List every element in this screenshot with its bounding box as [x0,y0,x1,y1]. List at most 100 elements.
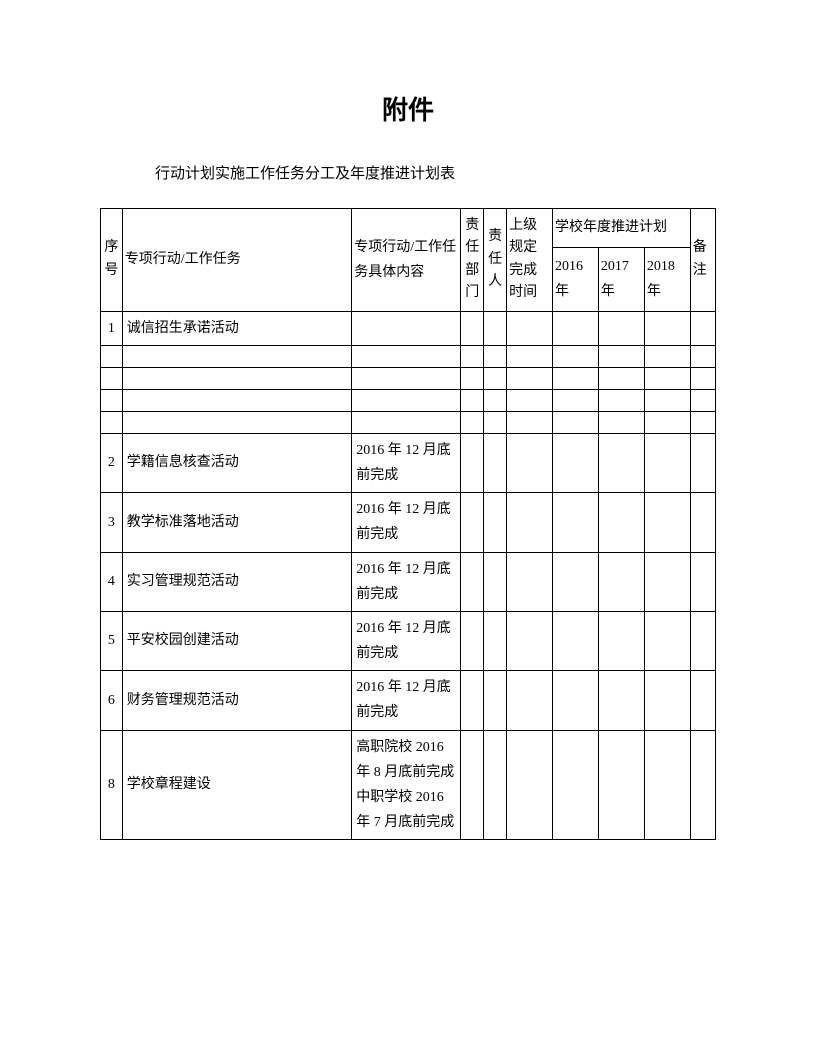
cell-year-2017 [598,433,644,492]
cell-dept [461,611,484,670]
cell-seq: 8 [101,730,123,840]
cell-person [484,367,507,389]
cell-time [507,389,553,411]
cell-detail [352,345,461,367]
cell-dept [461,367,484,389]
cell-task [122,345,351,367]
cell-seq [101,411,123,433]
cell-dept [461,311,484,345]
cell-time [507,345,553,367]
cell-year-2018 [644,730,690,840]
cell-seq: 6 [101,671,123,730]
cell-time [507,367,553,389]
cell-seq [101,367,123,389]
cell-note [690,389,715,411]
cell-year-2016 [553,493,599,552]
cell-year-2016 [553,367,599,389]
cell-year-2017 [598,367,644,389]
cell-time [507,411,553,433]
table-row: 5平安校园创建活动2016 年 12 月底前完成 [101,611,716,670]
document-title: 附件 [100,90,716,127]
cell-task: 财务管理规范活动 [122,671,351,730]
cell-year-2016 [553,389,599,411]
cell-time [507,611,553,670]
cell-year-2018 [644,311,690,345]
cell-note [690,367,715,389]
cell-note [690,493,715,552]
header-year-2018: 2018年 [644,247,690,311]
table-row: 4实习管理规范活动2016 年 12 月底前完成 [101,552,716,611]
cell-year-2018 [644,411,690,433]
cell-dept [461,730,484,840]
cell-person [484,552,507,611]
header-person: 责任人 [484,209,507,312]
cell-year-2016 [553,345,599,367]
header-task: 专项行动/工作任务 [122,209,351,312]
cell-seq: 1 [101,311,123,345]
cell-year-2017 [598,611,644,670]
cell-year-2016 [553,411,599,433]
cell-year-2017 [598,411,644,433]
cell-detail: 2016 年 12 月底前完成 [352,611,461,670]
cell-detail: 2016 年 12 月底前完成 [352,493,461,552]
cell-dept [461,552,484,611]
cell-detail [352,389,461,411]
cell-person [484,311,507,345]
cell-year-2016 [553,730,599,840]
header-seq: 序号 [101,209,123,312]
cell-year-2018 [644,345,690,367]
cell-detail: 2016 年 12 月底前完成 [352,552,461,611]
cell-note [690,311,715,345]
cell-task [122,367,351,389]
cell-year-2017 [598,671,644,730]
table-row: 1诚信招生承诺活动 [101,311,716,345]
cell-year-2018 [644,367,690,389]
cell-person [484,411,507,433]
header-note: 备注 [690,209,715,312]
cell-detail: 2016 年 12 月底前完成 [352,671,461,730]
cell-task: 学校章程建设 [122,730,351,840]
cell-person [484,730,507,840]
header-year-2016: 2016年 [553,247,599,311]
table-row [101,389,716,411]
table-header-row-1: 序号 专项行动/工作任务 专项行动/工作任务具体内容 责任部门 责任人 上级规定… [101,209,716,248]
cell-person [484,345,507,367]
document-subtitle: 行动计划实施工作任务分工及年度推进计划表 [100,162,716,183]
cell-detail [352,367,461,389]
cell-time [507,671,553,730]
cell-dept [461,493,484,552]
cell-year-2017 [598,345,644,367]
cell-detail: 2016 年 12 月底前完成 [352,433,461,492]
cell-seq: 4 [101,552,123,611]
table-row: 2学籍信息核查活动2016 年 12 月底前完成 [101,433,716,492]
cell-year-2016 [553,611,599,670]
table-body: 1诚信招生承诺活动 2学籍信息核查活动2016 年 12 月底前完成3教学标准落地… [101,311,716,840]
cell-year-2017 [598,493,644,552]
cell-detail [352,311,461,345]
table-row [101,367,716,389]
cell-detail: 高职院校 2016 年 8 月底前完成 中职学校 2016 年 7 月底前完成 [352,730,461,840]
cell-person [484,671,507,730]
header-detail: 专项行动/工作任务具体内容 [352,209,461,312]
cell-note [690,411,715,433]
cell-task [122,411,351,433]
table-row [101,411,716,433]
cell-year-2016 [553,671,599,730]
cell-task [122,389,351,411]
cell-year-2018 [644,433,690,492]
cell-task: 诚信招生承诺活动 [122,311,351,345]
cell-year-2018 [644,552,690,611]
cell-time [507,730,553,840]
plan-table: 序号 专项行动/工作任务 专项行动/工作任务具体内容 责任部门 责任人 上级规定… [100,208,716,840]
header-time: 上级规定完成时间 [507,209,553,312]
cell-time [507,433,553,492]
table-row: 3教学标准落地活动2016 年 12 月底前完成 [101,493,716,552]
table-row: 6财务管理规范活动2016 年 12 月底前完成 [101,671,716,730]
cell-note [690,611,715,670]
cell-dept [461,345,484,367]
cell-person [484,389,507,411]
cell-year-2018 [644,611,690,670]
header-dept: 责任部门 [461,209,484,312]
cell-year-2016 [553,311,599,345]
cell-person [484,493,507,552]
